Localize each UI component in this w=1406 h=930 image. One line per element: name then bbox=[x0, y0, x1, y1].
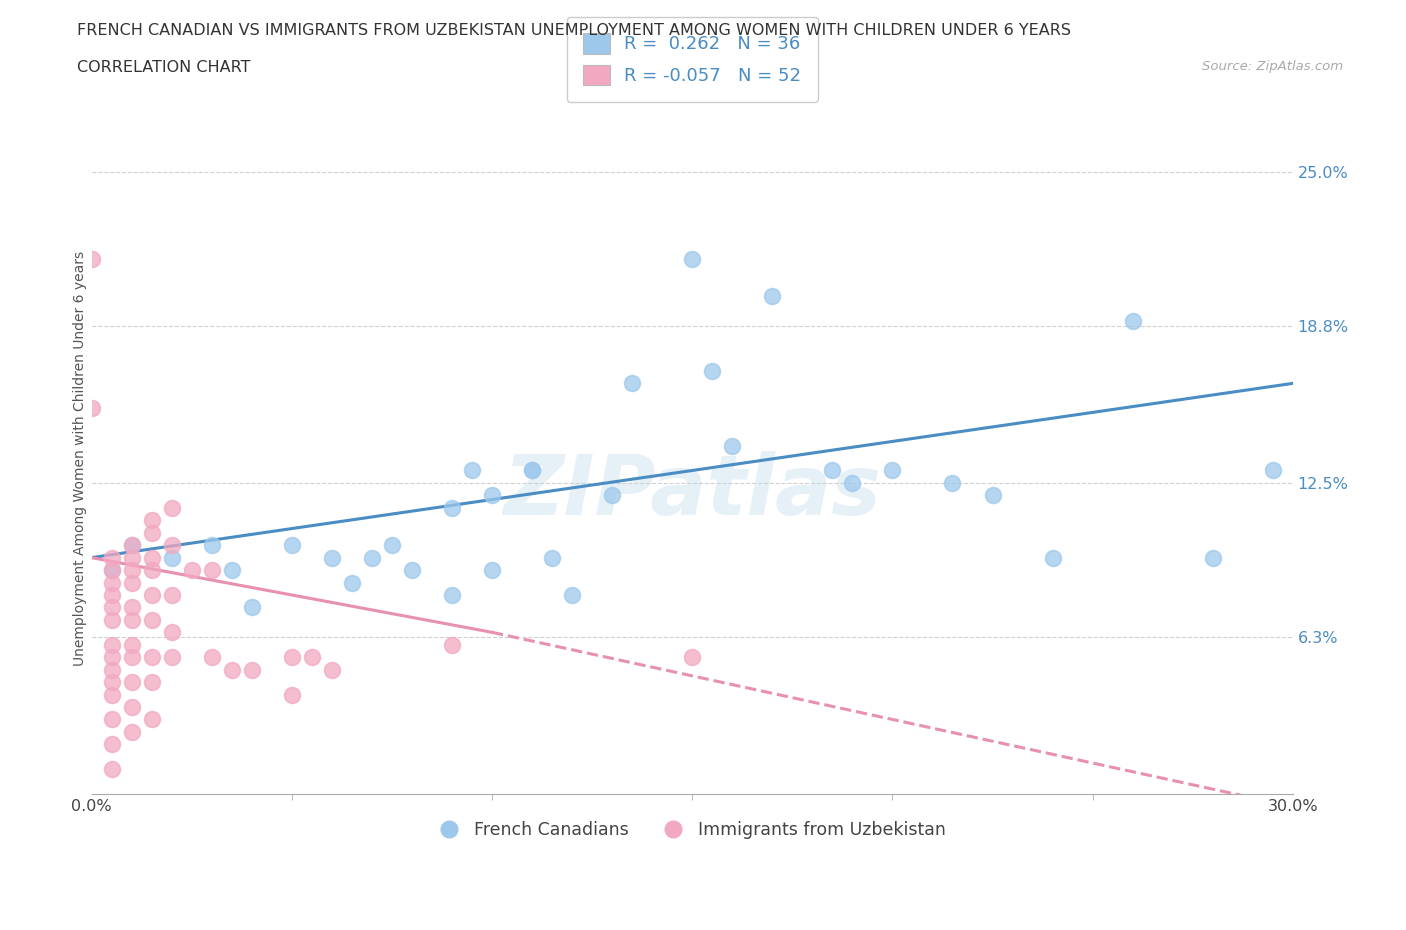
Point bbox=[221, 563, 243, 578]
Point bbox=[481, 563, 503, 578]
Point bbox=[240, 662, 263, 677]
Point bbox=[121, 699, 143, 714]
Point bbox=[1042, 551, 1064, 565]
Point bbox=[141, 650, 163, 665]
Point bbox=[520, 463, 543, 478]
Point bbox=[121, 563, 143, 578]
Point bbox=[340, 575, 363, 590]
Point bbox=[321, 662, 343, 677]
Point bbox=[221, 662, 243, 677]
Point bbox=[721, 438, 744, 453]
Point bbox=[941, 475, 963, 490]
Point bbox=[100, 662, 122, 677]
Point bbox=[600, 488, 623, 503]
Point bbox=[481, 488, 503, 503]
Point bbox=[100, 563, 122, 578]
Point bbox=[141, 525, 163, 540]
Point bbox=[201, 650, 224, 665]
Point bbox=[100, 588, 122, 603]
Point bbox=[541, 551, 564, 565]
Legend: French Canadians, Immigrants from Uzbekistan: French Canadians, Immigrants from Uzbeki… bbox=[432, 814, 952, 846]
Point bbox=[201, 563, 224, 578]
Point bbox=[821, 463, 844, 478]
Point bbox=[381, 538, 404, 552]
Point bbox=[141, 712, 163, 727]
Point bbox=[160, 500, 183, 515]
Point bbox=[121, 650, 143, 665]
Text: ZIPatlas: ZIPatlas bbox=[503, 451, 882, 532]
Point bbox=[100, 563, 122, 578]
Point bbox=[100, 737, 122, 751]
Point bbox=[100, 650, 122, 665]
Point bbox=[1261, 463, 1284, 478]
Point bbox=[100, 575, 122, 590]
Point bbox=[100, 762, 122, 777]
Text: Source: ZipAtlas.com: Source: ZipAtlas.com bbox=[1202, 60, 1343, 73]
Point bbox=[281, 538, 304, 552]
Point bbox=[160, 650, 183, 665]
Text: FRENCH CANADIAN VS IMMIGRANTS FROM UZBEKISTAN UNEMPLOYMENT AMONG WOMEN WITH CHIL: FRENCH CANADIAN VS IMMIGRANTS FROM UZBEK… bbox=[77, 23, 1071, 38]
Point bbox=[100, 687, 122, 702]
Point bbox=[121, 575, 143, 590]
Point bbox=[201, 538, 224, 552]
Point bbox=[121, 674, 143, 689]
Point bbox=[121, 637, 143, 652]
Y-axis label: Unemployment Among Women with Children Under 6 years: Unemployment Among Women with Children U… bbox=[73, 250, 87, 666]
Point bbox=[461, 463, 484, 478]
Point bbox=[141, 674, 163, 689]
Point bbox=[100, 674, 122, 689]
Point bbox=[882, 463, 904, 478]
Point bbox=[100, 613, 122, 628]
Point bbox=[301, 650, 323, 665]
Point bbox=[160, 588, 183, 603]
Point bbox=[80, 401, 103, 416]
Point bbox=[1122, 313, 1144, 328]
Point bbox=[281, 687, 304, 702]
Point bbox=[401, 563, 423, 578]
Point bbox=[100, 637, 122, 652]
Point bbox=[121, 613, 143, 628]
Point bbox=[100, 551, 122, 565]
Point bbox=[180, 563, 202, 578]
Point bbox=[681, 251, 703, 266]
Point bbox=[360, 551, 382, 565]
Point bbox=[121, 538, 143, 552]
Point bbox=[100, 600, 122, 615]
Point bbox=[621, 376, 644, 391]
Point bbox=[761, 289, 783, 304]
Point bbox=[281, 650, 304, 665]
Point bbox=[440, 588, 463, 603]
Point bbox=[80, 251, 103, 266]
Point bbox=[1202, 551, 1225, 565]
Point bbox=[141, 512, 163, 527]
Point bbox=[981, 488, 1004, 503]
Point bbox=[561, 588, 583, 603]
Point bbox=[160, 538, 183, 552]
Point bbox=[141, 613, 163, 628]
Point bbox=[141, 551, 163, 565]
Text: CORRELATION CHART: CORRELATION CHART bbox=[77, 60, 250, 75]
Point bbox=[141, 588, 163, 603]
Point bbox=[681, 650, 703, 665]
Point bbox=[160, 551, 183, 565]
Point bbox=[121, 724, 143, 739]
Point bbox=[121, 551, 143, 565]
Point bbox=[121, 538, 143, 552]
Point bbox=[321, 551, 343, 565]
Point bbox=[841, 475, 863, 490]
Point bbox=[240, 600, 263, 615]
Point bbox=[702, 364, 724, 379]
Point bbox=[100, 712, 122, 727]
Point bbox=[141, 563, 163, 578]
Point bbox=[160, 625, 183, 640]
Point bbox=[121, 600, 143, 615]
Point bbox=[440, 500, 463, 515]
Point bbox=[440, 637, 463, 652]
Point bbox=[520, 463, 543, 478]
